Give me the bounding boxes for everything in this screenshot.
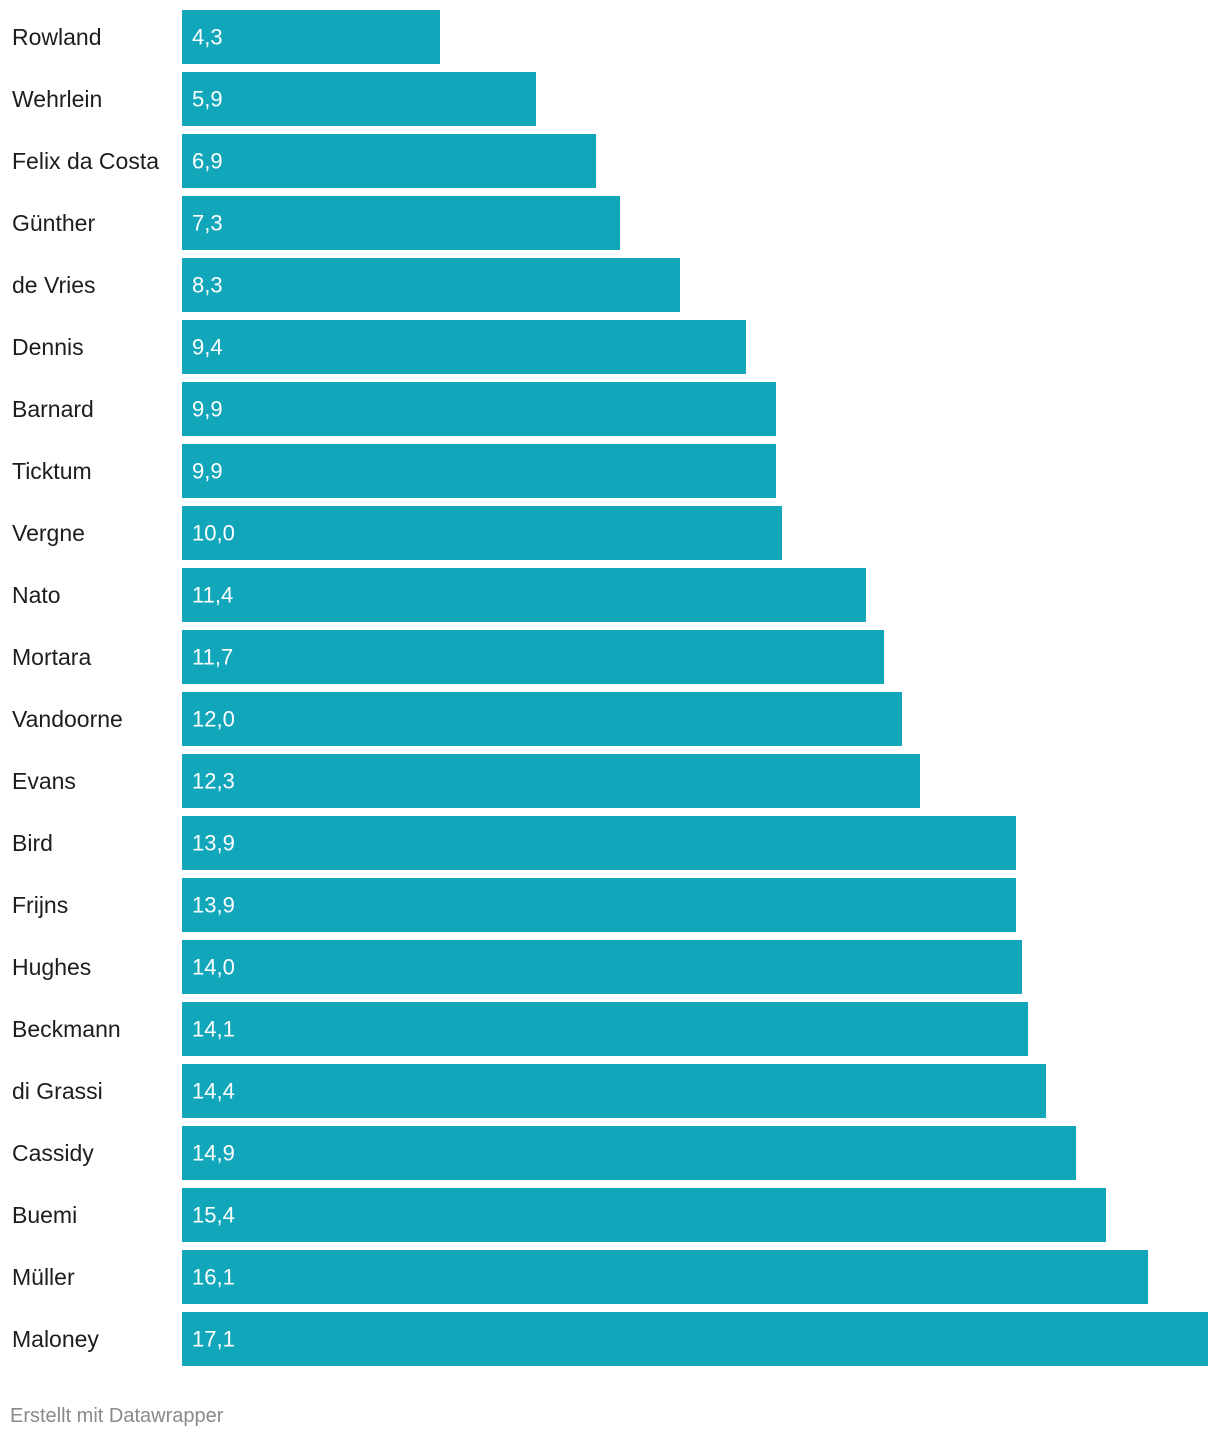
bar-row-di-grassi: di Grassi 14,4 bbox=[12, 1064, 1046, 1118]
bar-barnard bbox=[182, 382, 776, 436]
value-label-vandoorne: 12,0 bbox=[192, 707, 235, 732]
bar-bird bbox=[182, 816, 1016, 870]
bar-row-vandoorne: Vandoorne 12,0 bbox=[12, 692, 902, 746]
value-label-dennis: 9,4 bbox=[192, 335, 223, 360]
bar-row-muller: Müller 16,1 bbox=[12, 1250, 1148, 1304]
bar-chart: Rowland 4,3 Wehrlein 5,9 Felix da Costa 6,9 Gü… bbox=[12, 10, 1208, 1366]
bar-cassidy bbox=[182, 1126, 1076, 1180]
category-label-barnard: Barnard bbox=[12, 396, 94, 422]
value-label-beckmann: 14,1 bbox=[192, 1017, 235, 1042]
category-label-dennis: Dennis bbox=[12, 334, 84, 360]
value-label-barnard: 9,9 bbox=[192, 397, 223, 422]
value-label-mortara: 11,7 bbox=[192, 645, 233, 670]
bar-row-dennis: Dennis 9,4 bbox=[12, 320, 746, 374]
category-label-vandoorne: Vandoorne bbox=[12, 706, 123, 732]
bar-vergne bbox=[182, 506, 782, 560]
bar-hughes bbox=[182, 940, 1022, 994]
value-label-felix-da-costa: 6,9 bbox=[192, 149, 223, 174]
value-label-vergne: 10,0 bbox=[192, 521, 235, 546]
value-label-wehrlein: 5,9 bbox=[192, 87, 223, 112]
category-label-hughes: Hughes bbox=[12, 954, 91, 980]
bar-beckmann bbox=[182, 1002, 1028, 1056]
footer-credit: Erstellt mit Datawrapper bbox=[10, 1405, 224, 1427]
category-label-evans: Evans bbox=[12, 768, 76, 794]
bar-frijns bbox=[182, 878, 1016, 932]
value-label-evans: 12,3 bbox=[192, 769, 235, 794]
category-label-frijns: Frijns bbox=[12, 892, 68, 918]
bar-vandoorne bbox=[182, 692, 902, 746]
bar-row-cassidy: Cassidy 14,9 bbox=[12, 1126, 1076, 1180]
bar-wehrlein bbox=[182, 72, 536, 126]
bar-row-bird: Bird 13,9 bbox=[12, 816, 1016, 870]
value-label-de-vries: 8,3 bbox=[192, 273, 223, 298]
bar-row-ticktum: Ticktum 9,9 bbox=[12, 444, 776, 498]
category-label-gunther: Günther bbox=[12, 210, 95, 236]
category-label-buemi: Buemi bbox=[12, 1202, 77, 1228]
bar-row-maloney: Maloney 17,1 bbox=[12, 1312, 1208, 1366]
category-label-di-grassi: di Grassi bbox=[12, 1078, 103, 1104]
category-label-ticktum: Ticktum bbox=[12, 458, 92, 484]
bar-row-frijns: Frijns 13,9 bbox=[12, 878, 1016, 932]
value-label-nato: 11,4 bbox=[192, 583, 233, 608]
value-label-rowland: 4,3 bbox=[192, 25, 223, 50]
bar-rowland bbox=[182, 10, 440, 64]
value-label-ticktum: 9,9 bbox=[192, 459, 223, 484]
bar-felix-da-costa bbox=[182, 134, 596, 188]
value-label-cassidy: 14,9 bbox=[192, 1141, 235, 1166]
value-label-gunther: 7,3 bbox=[192, 211, 223, 236]
category-label-mortara: Mortara bbox=[12, 644, 91, 670]
category-label-nato: Nato bbox=[12, 582, 61, 608]
category-label-felix-da-costa: Felix da Costa bbox=[12, 148, 159, 174]
bar-maloney bbox=[182, 1312, 1208, 1366]
bar-di-grassi bbox=[182, 1064, 1046, 1118]
bar-row-rowland: Rowland 4,3 bbox=[12, 10, 440, 64]
category-label-bird: Bird bbox=[12, 830, 53, 856]
bar-mortara bbox=[182, 630, 884, 684]
bar-buemi bbox=[182, 1188, 1106, 1242]
value-label-hughes: 14,0 bbox=[192, 955, 235, 980]
bar-row-beckmann: Beckmann 14,1 bbox=[12, 1002, 1028, 1056]
value-label-maloney: 17,1 bbox=[192, 1327, 235, 1352]
bar-row-hughes: Hughes 14,0 bbox=[12, 940, 1022, 994]
bar-dennis bbox=[182, 320, 746, 374]
bar-evans bbox=[182, 754, 920, 808]
bar-row-de-vries: de Vries 8,3 bbox=[12, 258, 680, 312]
bar-row-barnard: Barnard 9,9 bbox=[12, 382, 776, 436]
category-label-de-vries: de Vries bbox=[12, 272, 96, 298]
value-label-frijns: 13,9 bbox=[192, 893, 235, 918]
value-label-muller: 16,1 bbox=[192, 1265, 235, 1290]
bar-nato bbox=[182, 568, 866, 622]
bar-row-gunther: Günther 7,3 bbox=[12, 196, 620, 250]
category-label-muller: Müller bbox=[12, 1264, 75, 1290]
category-label-rowland: Rowland bbox=[12, 24, 102, 50]
category-label-cassidy: Cassidy bbox=[12, 1140, 94, 1166]
bar-row-vergne: Vergne 10,0 bbox=[12, 506, 782, 560]
bar-row-wehrlein: Wehrlein 5,9 bbox=[12, 72, 536, 126]
bar-row-nato: Nato 11,4 bbox=[12, 568, 866, 622]
bar-de-vries bbox=[182, 258, 680, 312]
value-label-buemi: 15,4 bbox=[192, 1203, 235, 1228]
category-label-maloney: Maloney bbox=[12, 1326, 99, 1352]
value-label-bird: 13,9 bbox=[192, 831, 235, 856]
category-label-vergne: Vergne bbox=[12, 520, 85, 546]
bar-muller bbox=[182, 1250, 1148, 1304]
bar-gunther bbox=[182, 196, 620, 250]
category-label-beckmann: Beckmann bbox=[12, 1016, 121, 1042]
bar-ticktum bbox=[182, 444, 776, 498]
value-label-di-grassi: 14,4 bbox=[192, 1079, 235, 1104]
bar-row-evans: Evans 12,3 bbox=[12, 754, 920, 808]
bar-row-mortara: Mortara 11,7 bbox=[12, 630, 884, 684]
bar-row-buemi: Buemi 15,4 bbox=[12, 1188, 1106, 1242]
category-label-wehrlein: Wehrlein bbox=[12, 86, 102, 112]
bar-row-felix-da-costa: Felix da Costa 6,9 bbox=[12, 134, 596, 188]
